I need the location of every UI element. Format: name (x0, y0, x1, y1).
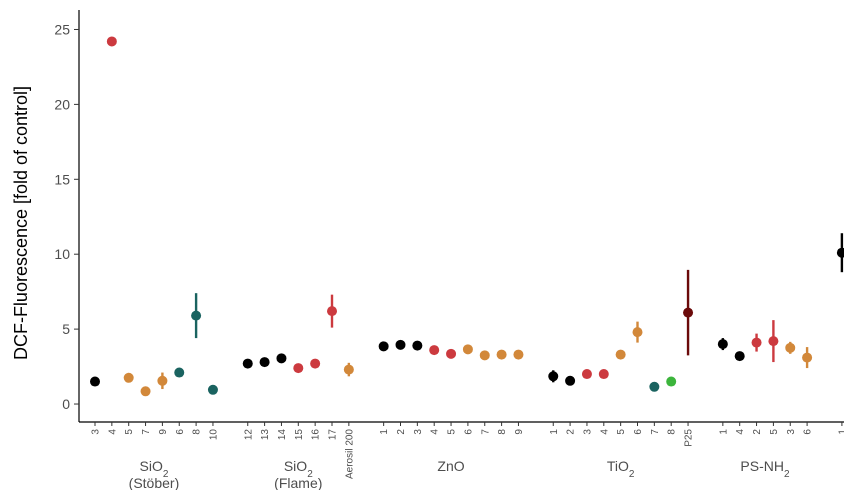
x-tick-label: 6 (633, 429, 644, 435)
x-tick-label: 5 (447, 429, 458, 435)
data-point (565, 375, 576, 386)
x-tick-label: 8 (497, 429, 508, 435)
data-point (191, 310, 202, 321)
y-axis: 0 5 10 15 20 25 (54, 10, 80, 422)
x-tick-label: 13 (260, 429, 271, 441)
x-tick-label: 6 (463, 429, 474, 435)
x-tick-label: 1 (718, 429, 729, 435)
data-point (259, 357, 270, 368)
data-point (157, 375, 168, 386)
data-point (513, 349, 524, 360)
x-tick-label: 5 (616, 429, 627, 435)
data-point (429, 345, 440, 356)
x-tick-label: 4 (599, 429, 610, 435)
y-axis-title: DCF-Fluorescence [fold of control] (11, 86, 31, 360)
data-point (649, 381, 660, 392)
y-tick-label: 0 (62, 396, 70, 412)
group-label: SiO2 (284, 458, 313, 480)
y-tick-label: 10 (54, 246, 70, 262)
data-point (598, 369, 609, 380)
group-sublabel: (Stöber) (129, 475, 180, 490)
x-tick-label: 6 (175, 429, 186, 435)
data-point (242, 358, 253, 369)
x-tick-label: Aerosil 200 (344, 429, 355, 479)
group-label: PS-NH2 (740, 458, 790, 480)
y-tick-label: 25 (54, 21, 70, 37)
x-tick-label: P25 (684, 429, 695, 447)
data-point (123, 372, 134, 383)
data-point (174, 367, 185, 378)
x-tick-label: 1 (549, 429, 560, 435)
x-tick-label: 3 (413, 429, 424, 435)
data-point (412, 340, 423, 351)
data-point (496, 349, 507, 360)
x-tick-label: 8 (192, 429, 203, 435)
data-point (666, 376, 677, 387)
data-point (395, 339, 406, 350)
data-point (462, 344, 473, 355)
data-point (378, 341, 389, 352)
x-tick-label: 6 (803, 429, 814, 435)
x-tick-label: 4 (430, 429, 441, 435)
group-label: TiO2 (607, 458, 635, 480)
x-tick-label: 5 (769, 429, 780, 435)
data-point (751, 337, 762, 348)
data-point (768, 336, 779, 347)
x-tick-label: 12 (243, 429, 254, 441)
data-points (90, 36, 844, 397)
group-label: SiO2 (140, 458, 169, 480)
data-point (632, 327, 643, 338)
data-point (106, 36, 117, 47)
x-axis: 3 4 5 7 9 6 8 10 12 13 14 15 16 17 Aerosil 200 1 2 3 4 5 6 7 8… (79, 421, 844, 479)
x-tick-label: 14 (277, 429, 288, 441)
x-tick-label: 7 (480, 429, 491, 435)
y-tick-label: 15 (54, 171, 70, 187)
x-tick-label: 15 (294, 429, 305, 441)
x-tick-label: 2 (396, 429, 407, 435)
x-tick-label: 7 (141, 429, 152, 435)
data-point (802, 352, 813, 363)
data-point (734, 351, 745, 362)
x-tick-label: 2 (566, 429, 577, 435)
x-tick-label: 7 (650, 429, 661, 435)
data-point (717, 339, 728, 350)
x-tick-label: 3 (91, 429, 102, 435)
data-point (479, 350, 490, 361)
data-point (293, 363, 304, 374)
x-tick-label: 3 (786, 429, 797, 435)
x-tick-label: 17 (328, 429, 339, 441)
y-tick-label: 20 (54, 96, 70, 112)
x-tick-label: 4 (107, 429, 118, 435)
data-point (310, 358, 321, 369)
x-tick-label: 9 (158, 429, 169, 435)
data-point (446, 348, 457, 359)
data-point (548, 371, 559, 382)
x-tick-label: 9 (514, 429, 525, 435)
x-tick-label: 2 (752, 429, 763, 435)
data-point (615, 349, 626, 360)
data-point (140, 386, 151, 397)
x-tick-label: 3 (582, 429, 593, 435)
x-tick-label: 5 (124, 429, 135, 435)
group-label: ZnO (437, 458, 464, 474)
x-tick-label: 8 (667, 429, 678, 435)
data-point (90, 376, 100, 387)
data-point (581, 369, 592, 380)
x-tick-label: 10 (208, 429, 219, 441)
data-point (836, 247, 844, 258)
data-point (276, 353, 287, 364)
x-tick-label: 1 (379, 429, 390, 435)
x-tick-label: 4 (735, 429, 746, 435)
data-point (207, 384, 218, 395)
group-sublabel: (Flame) (274, 475, 322, 490)
data-point (343, 364, 354, 375)
y-tick-label: 5 (62, 321, 70, 337)
x-tick-label: 16 (311, 429, 322, 441)
data-point (683, 307, 694, 318)
data-point (327, 306, 337, 317)
data-point (785, 342, 796, 353)
x-tick-label: 1 (837, 429, 844, 435)
